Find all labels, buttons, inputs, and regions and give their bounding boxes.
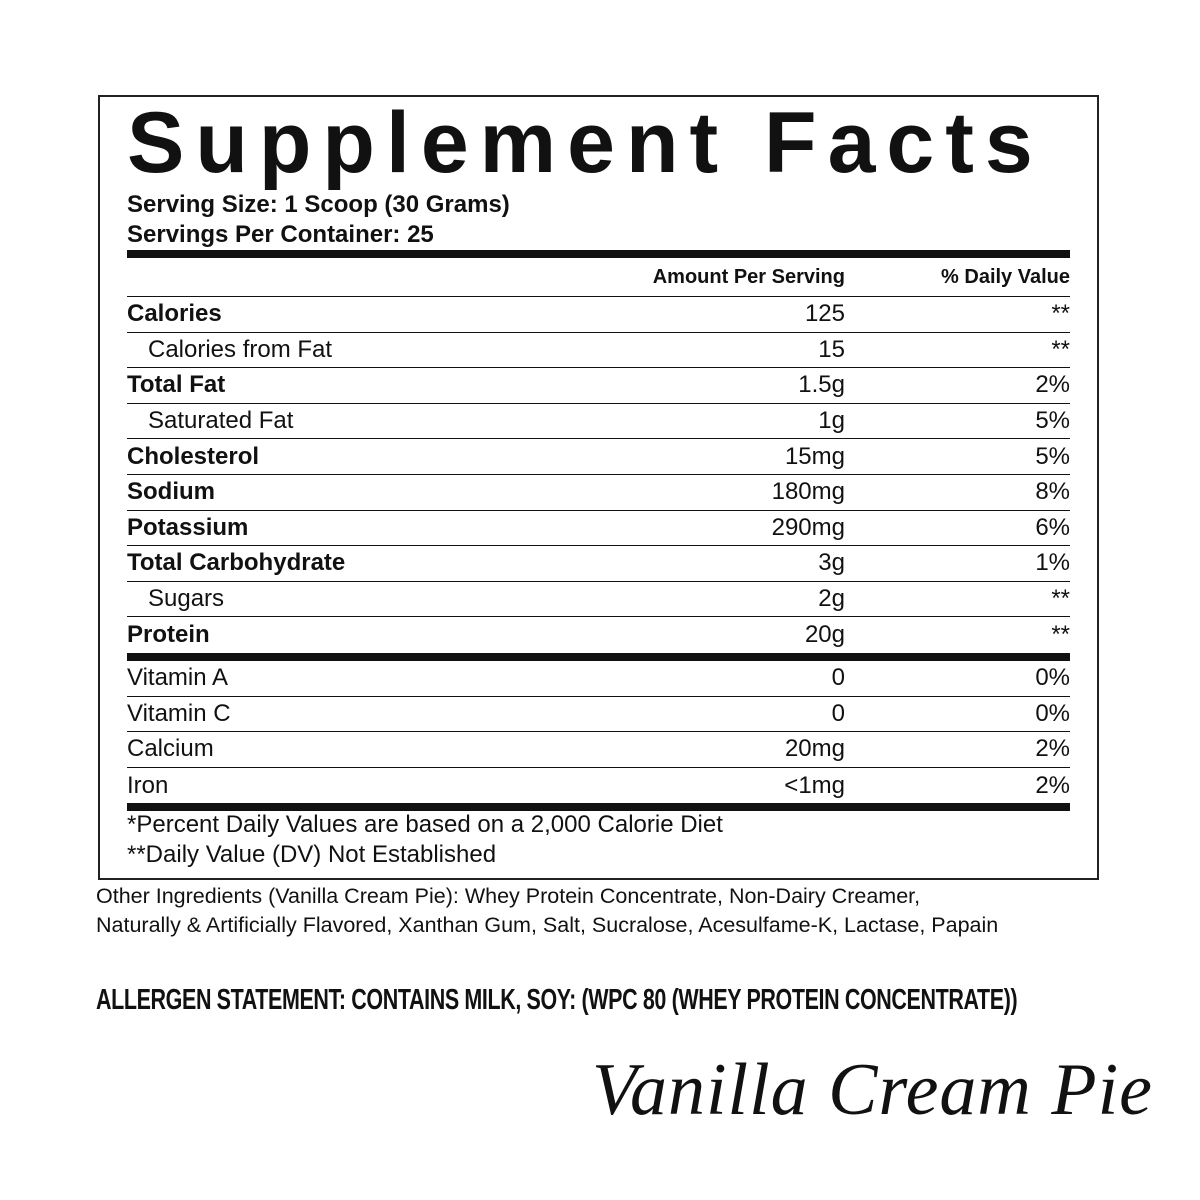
row-label: Vitamin A	[127, 664, 228, 692]
row-label: Calcium	[127, 735, 214, 763]
daily-value: 0%	[1035, 699, 1070, 727]
facts-box	[98, 95, 1099, 880]
row-label: Saturated Fat	[148, 407, 294, 435]
allergen-statement: ALLERGEN STATEMENT: CONTAINS MILK, SOY: …	[96, 984, 1018, 1016]
table-row: Vitamin A 0 0%	[127, 661, 1070, 697]
serving-size: Serving Size: 1 Scoop (30 Grams)	[127, 191, 510, 218]
table-row: Sodium 180mg 8%	[127, 475, 1070, 511]
thick-rule	[127, 250, 1070, 258]
amount: 290mg	[771, 513, 845, 541]
table-row: Calories from Fat 15 **	[127, 333, 1070, 369]
table-row: Saturated Fat 1g 5%	[127, 404, 1070, 440]
amount: 125	[804, 300, 845, 328]
amount: 2g	[818, 585, 845, 613]
amount: 1g	[818, 407, 845, 435]
daily-value: 0%	[1035, 664, 1070, 692]
table-row: Cholesterol 15mg 5%	[127, 439, 1070, 475]
vitamin-rows: Vitamin A 0 0% Vitamin C 0 0% Calcium 20mg 2% Iro…	[127, 661, 1070, 803]
header-row: Amount Per Serving % Daily Value	[127, 258, 1070, 297]
thick-rule	[127, 652, 1070, 661]
row-label: Protein	[127, 621, 210, 649]
table-row: Protein 20g **	[127, 617, 1070, 653]
footnote: *Percent Daily Values are based on a 2,0…	[127, 811, 723, 838]
row-label: Total Carbohydrate	[127, 549, 346, 577]
table-row: Vitamin C 0 0%	[127, 697, 1070, 733]
table-row: Potassium 290mg 6%	[127, 511, 1070, 547]
daily-value: **	[1051, 621, 1070, 649]
row-label: Calories from Fat	[148, 335, 333, 363]
other-ingredients: Naturally & Artificially Flavored, Xanth…	[96, 913, 999, 937]
amount: 3g	[818, 549, 845, 577]
row-label: Vitamin C	[127, 699, 231, 727]
row-label: Total Fat	[127, 371, 226, 399]
row-label: Potassium	[127, 513, 249, 541]
amount: 0	[831, 664, 845, 692]
column-header: % Daily Value	[941, 265, 1070, 288]
daily-value: 5%	[1035, 442, 1070, 470]
row-label: Iron	[127, 771, 169, 799]
thick-rule	[127, 803, 1070, 812]
table-row: Calories 125 **	[127, 297, 1070, 333]
flavor-name: Vanilla Cream Pie	[592, 1049, 1153, 1131]
daily-value: 2%	[1035, 735, 1070, 763]
column-header: Amount Per Serving	[652, 265, 845, 288]
table-row: Total Carbohydrate 3g 1%	[127, 546, 1070, 582]
daily-value: 6%	[1035, 513, 1070, 541]
servings-per-container: Servings Per Container: 25	[127, 221, 434, 248]
table-row: Calcium 20mg 2%	[127, 732, 1070, 768]
facts-table: Amount Per Serving % Daily Value Calorie…	[127, 250, 1070, 812]
daily-value: 2%	[1035, 771, 1070, 799]
table-row: Sugars 2g **	[127, 582, 1070, 618]
row-label: Sodium	[127, 478, 215, 506]
daily-value: **	[1051, 585, 1070, 613]
nutrient-rows: Calories 125 ** Calories from Fat 15 ** Total …	[127, 297, 1070, 653]
amount: 20g	[804, 621, 845, 649]
row-label: Calories	[127, 300, 222, 328]
other-ingredients: Other Ingredients (Vanilla Cream Pie): W…	[96, 884, 921, 908]
amount: <1mg	[784, 771, 845, 799]
row-label: Sugars	[148, 585, 225, 613]
table-row: Iron <1mg 2%	[127, 768, 1070, 804]
amount: 15	[818, 335, 845, 363]
amount: 15mg	[784, 442, 845, 470]
amount: 20mg	[784, 735, 845, 763]
daily-value: **	[1051, 335, 1070, 363]
table-row: Total Fat 1.5g 2%	[127, 368, 1070, 404]
amount: 1.5g	[798, 371, 845, 399]
daily-value: 8%	[1035, 478, 1070, 506]
daily-value: 1%	[1035, 549, 1070, 577]
footnote: **Daily Value (DV) Not Established	[127, 841, 497, 868]
daily-value: **	[1051, 300, 1070, 328]
title: Supplement Facts	[127, 95, 1044, 191]
amount: 180mg	[771, 478, 845, 506]
daily-value: 5%	[1035, 407, 1070, 435]
amount: 0	[831, 699, 845, 727]
daily-value: 2%	[1035, 371, 1070, 399]
row-label: Cholesterol	[127, 442, 260, 470]
